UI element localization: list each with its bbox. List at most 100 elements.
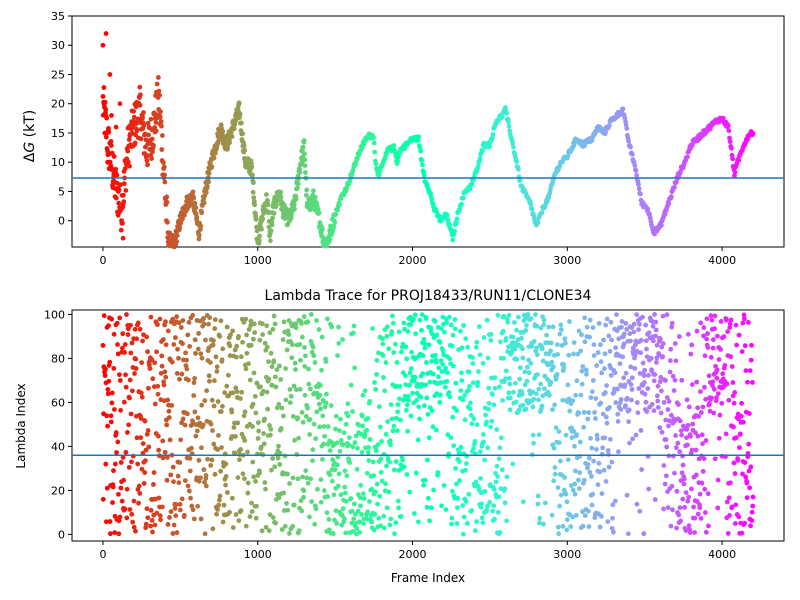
lambda-data-point [342,516,347,522]
lambda-data-point [190,507,196,513]
lambda-data-point [301,488,307,494]
lambda-data-point [115,351,121,357]
lambda-data-point [108,419,114,425]
lambda-data-point [596,460,602,466]
dg-data-point [265,198,271,204]
lambda-data-point [184,357,189,363]
lambda-data-point [607,436,613,442]
lambda-data-point [433,427,439,433]
lambda-data-point [214,368,220,374]
lambda-data-point [379,478,385,484]
lambda-data-point [345,413,351,419]
lambda-data-point [460,397,466,403]
lambda-data-point [477,449,483,455]
lambda-data-point [168,472,174,478]
dg-data-point [198,223,204,229]
lambda-data-point [424,457,430,463]
lambda-data-point [476,324,482,330]
dg-data-point [421,173,427,178]
lambda-data-point [199,402,205,408]
lambda-data-point [673,433,679,438]
lambda-data-point [293,325,299,331]
lambda-data-point [253,478,258,484]
lambda-data-point [537,515,543,521]
lambda-data-point [411,378,417,384]
lambda-data-point [646,372,651,378]
lambda-data-point [123,449,129,455]
lambda-data-point [643,399,649,405]
lambda-data-point [474,339,480,345]
lambda-data-point [235,420,241,426]
lambda-data-point [710,383,715,389]
lambda-data-point [648,355,654,361]
lambda-data-point [694,379,700,385]
lambda-data-point [413,331,419,337]
lambda-data-point [107,359,113,365]
lambda-data-point [164,422,170,428]
dg-data-point [238,120,244,126]
dg-data-point [227,140,232,146]
lambda-data-point [185,411,190,417]
dg-plot-area [71,15,785,248]
lambda-data-point [572,468,578,474]
lambda-data-point [631,321,637,327]
lambda-data-point [322,404,328,410]
lambda-data-point [700,404,706,410]
lambda-data-point [609,525,615,531]
lambda-data-point [482,457,488,463]
lambda-data-point [212,326,218,331]
lambda-data-point [136,500,141,506]
lambda-x-tick-label: 0 [99,548,106,561]
lambda-data-point [506,390,512,396]
lambda-data-point [671,453,676,459]
lambda-data-point [192,337,198,343]
lambda-data-point [122,350,128,355]
dg-y-tick-label: 0 [58,215,65,228]
lambda-data-point [377,493,383,499]
lambda-data-point [689,342,695,348]
lambda-data-point [639,467,644,472]
lambda-data-point [384,333,390,339]
lambda-data-point [570,398,576,404]
lambda-data-point [144,506,150,512]
dg-data-point [487,143,493,149]
dg-data-point [131,114,137,120]
lambda-data-point [258,384,263,390]
lambda-data-point [378,456,384,462]
lambda-data-point [276,495,282,501]
lambda-data-point [738,413,744,419]
dg-data-point [194,214,200,220]
dg-data-point [254,224,259,230]
lambda-data-point [579,381,585,387]
lambda-data-point [371,473,376,478]
dg-data-point [293,196,299,202]
lambda-data-point [310,344,316,350]
lambda-data-point [165,397,171,403]
lambda-data-point [325,424,331,429]
dg-data-point [391,143,397,148]
lambda-data-point [245,490,251,496]
lambda-data-point [454,481,459,487]
lambda-data-point [538,381,544,387]
lambda-data-point [468,412,474,418]
lambda-data-point [629,325,635,330]
lambda-data-point [297,342,303,347]
lambda-data-point [462,417,468,423]
lambda-data-point [548,340,554,346]
lambda-y-tick-label: 80 [51,352,65,365]
lambda-data-point [187,468,193,474]
dg-data-point [111,154,117,159]
lambda-data-point [615,449,621,455]
lambda-data-point [211,441,217,447]
lambda-data-point [301,314,307,319]
dg-data-point [517,177,523,183]
lambda-data-point [551,478,557,484]
lambda-data-point [223,473,229,479]
lambda-data-point [196,457,202,463]
lambda-data-point [261,431,267,436]
lambda-data-point [555,351,561,357]
lambda-data-point [546,393,552,398]
lambda-data-point [216,502,222,508]
lambda-data-point [687,530,693,535]
lambda-data-point [272,464,278,470]
